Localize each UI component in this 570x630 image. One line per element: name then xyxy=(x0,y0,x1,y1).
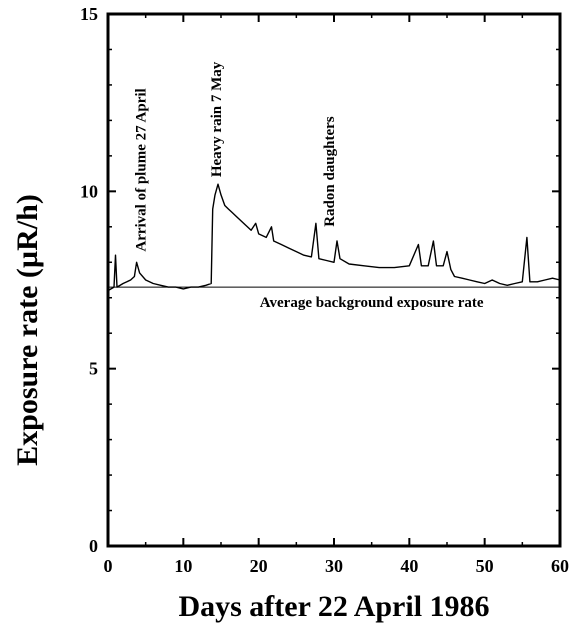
exposure-rate-series-line xyxy=(107,183,561,292)
reference-line-label: Average background exposure rate xyxy=(260,295,484,311)
annotations-group: Arrival of plume 27 April Heavy rain 7 Ma… xyxy=(134,61,338,251)
x-tick-label: 0 xyxy=(104,556,113,576)
x-tick-label: 10 xyxy=(174,556,192,576)
series-group xyxy=(107,183,561,292)
plot-frame xyxy=(106,12,562,548)
y-tick-label: 5 xyxy=(89,359,98,379)
x-axis-label: Days after 22 April 1986 xyxy=(178,590,490,623)
reference-line-group: Average background exposure rate xyxy=(108,286,560,311)
y-tick-label: 10 xyxy=(80,181,98,201)
y-axis-label: Exposure rate (µR/h) xyxy=(11,194,44,466)
x-tick-label: 30 xyxy=(325,556,343,576)
axis-ticks: 0 10 20 30 40 50 60 0 5 10 15 xyxy=(80,4,569,576)
annotation-label: Heavy rain 7 May xyxy=(209,61,225,177)
x-tick-label: 20 xyxy=(250,556,268,576)
y-axis-label-wrap: Exposure rate (µR/h) xyxy=(8,150,48,510)
annotation-label: Radon daughters xyxy=(322,116,338,227)
x-tick-label: 50 xyxy=(476,556,494,576)
x-tick-label: 40 xyxy=(400,556,418,576)
annotation-label: Arrival of plume 27 April xyxy=(134,88,150,251)
x-tick-label: 60 xyxy=(551,556,569,576)
y-tick-label: 15 xyxy=(80,4,98,24)
y-tick-label: 0 xyxy=(89,536,98,556)
